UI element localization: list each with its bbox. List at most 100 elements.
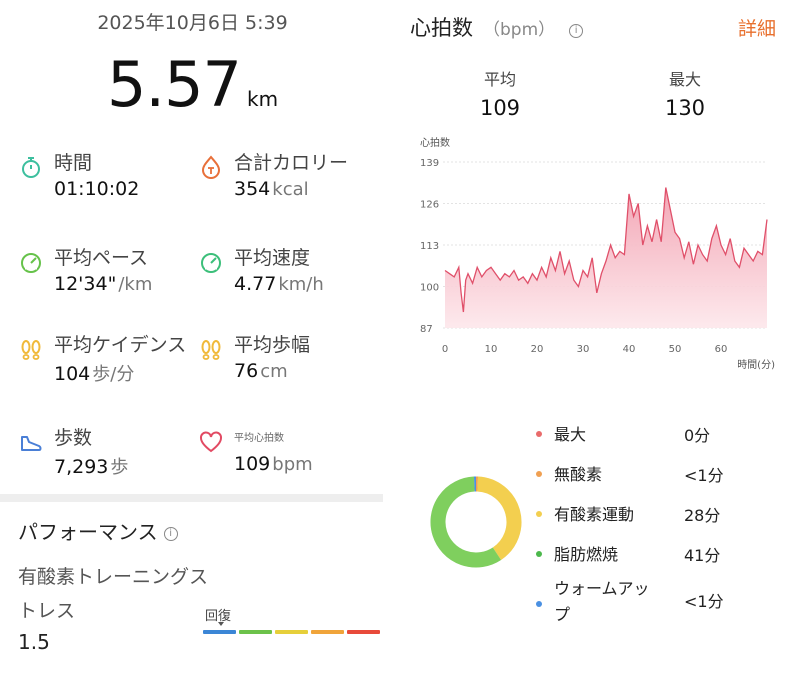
x-tick-label: 40: [623, 344, 636, 355]
zone-color-dot: [536, 511, 542, 517]
training-stress-scale: [203, 630, 380, 634]
y-tick-label: 113: [420, 241, 439, 252]
x-axis-label: 時間(分): [737, 359, 775, 371]
metric-steps: 歩数 7,293 歩: [18, 423, 198, 483]
zone-time: 41分: [684, 546, 721, 565]
avg-heart-rate-stat: 平均 109: [440, 66, 560, 120]
stopwatch-icon: [22, 157, 40, 178]
shoe-icon: [21, 436, 42, 451]
zone-slice: [476, 476, 522, 560]
metric-label: 平均ケイデンス: [54, 334, 187, 356]
zone-name: 有酸素運動: [554, 505, 635, 524]
section-divider: [0, 494, 383, 502]
metric-avg-heart-rate: 平均心拍数 109 bpm: [198, 423, 378, 483]
heart-icon: [200, 431, 222, 453]
x-tick-label: 60: [715, 344, 728, 355]
max-heart-rate-stat: 最大 130: [625, 66, 745, 120]
zone-row: 無酸素 <1分: [534, 460, 794, 490]
metric-value: 76 cm: [234, 360, 288, 382]
metric-label: 平均速度: [234, 247, 311, 269]
heart-rate-line: [444, 187, 768, 313]
y-axis-label: 心拍数: [420, 136, 450, 149]
metric-value: 109 bpm: [234, 453, 313, 475]
x-tick-label: 10: [485, 344, 498, 355]
distance-value: 5.57: [106, 48, 242, 121]
zone-name: 脂肪燃焼: [554, 545, 619, 564]
metric-avg-cadence: 平均ケイデンス 104 歩/分: [18, 330, 198, 390]
metric-duration: 時間 01:10:02: [18, 148, 198, 208]
metric-label: 時間: [54, 152, 93, 174]
speed-gauge-icon: [201, 253, 221, 273]
workout-summary-panel: 2025年10月6日 5:39 5.57 km 時間 01:10:02 合計カロリ…: [0, 0, 385, 678]
heart-rate-title: 心拍数 （bpm） i: [410, 12, 584, 42]
info-icon[interactable]: i: [569, 24, 584, 38]
metric-avg-pace: 平均ペース 12'34"/km: [18, 243, 198, 303]
x-tick-label: 20: [531, 344, 544, 355]
metric-calories: 合計カロリー 354 kcal: [198, 148, 378, 208]
y-tick-label: 100: [420, 283, 439, 294]
scale-segment: [275, 630, 308, 634]
metric-value: 104 歩/分: [54, 363, 135, 385]
zone-donut-chart: [430, 476, 522, 568]
workout-datetime: 2025年10月6日 5:39: [97, 12, 288, 34]
zone-row: 最大 0分: [534, 420, 794, 450]
metric-value: 12'34"/km: [54, 273, 153, 295]
metric-value: 01:10:02: [54, 178, 140, 200]
calorie-icon: [201, 155, 221, 179]
stat-label: 最大: [668, 70, 701, 89]
zone-row: ウォームアップ <1分: [534, 579, 794, 624]
zone-name: ウォームアップ: [554, 579, 650, 624]
zone-row: 有酸素運動 28分: [534, 500, 794, 530]
x-tick-label: 50: [669, 344, 682, 355]
heart-rate-panel: 心拍数 （bpm） i 詳細 平均 109 最大 130 心拍数 87 100 113 12…: [400, 0, 800, 678]
heart-rate-zones: 最大 0分 無酸素 <1分 有酸素運動 28分 脂肪燃焼 41分 ウォームアップ <1分: [400, 410, 800, 670]
zone-name: 無酸素: [554, 465, 603, 484]
heart-rate-chart: 心拍数 87 100 113 126 139 0 10 20 30 40 50 60 時間(分): [420, 136, 775, 371]
x-tick-label: 0: [442, 344, 448, 355]
scale-segment: [311, 630, 344, 634]
metric-avg-speed: 平均速度 4.77 km/h: [198, 243, 378, 303]
zone-time: <1分: [684, 592, 724, 611]
metric-avg-stride: 平均歩幅 76 cm: [198, 330, 378, 390]
stat-value: 109: [479, 96, 521, 120]
zone-color-dot: [536, 551, 542, 557]
metric-value: 354 kcal: [234, 178, 309, 200]
zone-color-dot: [536, 471, 542, 477]
zone-color-dot: [536, 431, 542, 437]
x-tick-label: 30: [577, 344, 590, 355]
training-stress-value: 1.5: [18, 630, 50, 654]
zone-slice: [430, 476, 502, 568]
zone-time: 28分: [684, 506, 721, 525]
metric-label: 平均ペース: [54, 247, 149, 269]
footprints-icon: [21, 340, 41, 360]
y-tick-label: 87: [420, 324, 433, 335]
zone-time: 0分: [684, 426, 711, 445]
info-icon[interactable]: i: [163, 527, 178, 541]
zone-color-dot: [536, 601, 542, 607]
performance-title: パフォーマンス i: [18, 516, 178, 545]
distance-unit: km: [246, 87, 279, 111]
details-link[interactable]: 詳細: [737, 18, 776, 40]
training-stress-label: 有酸素トレーニングストレス: [18, 566, 209, 622]
metric-label: 歩数: [54, 427, 93, 449]
metric-label: 平均歩幅: [234, 334, 311, 356]
y-tick-label: 126: [420, 200, 439, 211]
zone-name: 最大: [554, 425, 587, 444]
zone-row: 脂肪燃焼 41分: [534, 540, 794, 570]
scale-segment: [347, 630, 380, 634]
recovery-marker: [218, 622, 224, 626]
metric-label: 平均心拍数: [234, 433, 284, 444]
metric-value: 7,293 歩: [54, 456, 129, 478]
scale-segment: [203, 630, 236, 634]
pace-gauge-icon: [21, 253, 41, 273]
zone-time: <1分: [684, 466, 724, 485]
distance-display: 5.57 km: [0, 48, 385, 121]
scale-segment: [239, 630, 272, 634]
stat-value: 130: [664, 96, 706, 120]
metric-label: 合計カロリー: [234, 152, 349, 174]
stat-label: 平均: [483, 70, 516, 89]
y-tick-label: 139: [420, 158, 439, 169]
metric-value: 4.77 km/h: [234, 273, 324, 295]
recovery-label: 回復: [205, 609, 232, 624]
footprints-icon: [201, 340, 221, 360]
